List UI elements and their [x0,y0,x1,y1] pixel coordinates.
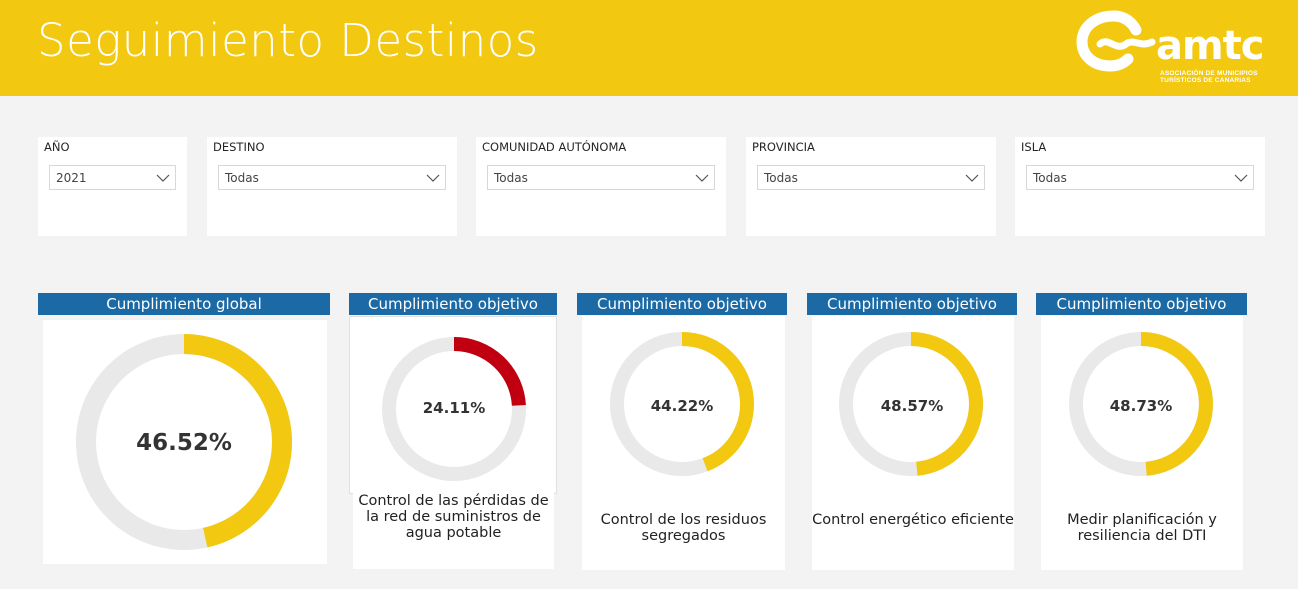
header-bar: Seguimiento Destinos amtc ASOCIACIÓN DE … [0,0,1298,96]
card-2-caption: Control de los residuos segregados [600,512,767,544]
gauge-arc [453,337,526,407]
gauge-1-value: 24.11% [422,399,486,417]
card-global-header: Cumplimiento global [38,293,330,315]
filter-comunidad-value: Todas [494,171,528,185]
logo-subtitle: ASOCIACIÓN DE MUNICIPIOS TURÍSTICOS DE C… [1160,70,1270,84]
gauge-4-value: 48.73% [1109,397,1173,415]
filter-year-label: AÑO [44,140,70,154]
card-global: 46.52% [43,320,327,564]
card-4: 48.73% Medir planificación y resiliencia… [1041,316,1243,570]
filter-provincia-label: PROVINCIA [752,140,815,154]
gauge-4 [1069,332,1213,476]
card-4-header: Cumplimiento objetivo [1036,293,1247,315]
chevron-down-icon [965,174,979,182]
filter-provincia-dropdown[interactable]: Todas [757,165,985,190]
chevron-down-icon [695,174,709,182]
filter-destino-value: Todas [225,171,259,185]
filter-isla: ISLA Todas [1015,137,1265,236]
gauge-1 [382,337,526,481]
gauge-arc [1140,332,1213,476]
logo-subtitle-line2: TURÍSTICOS DE CANARIAS [1160,77,1251,84]
card-3: 48.57% Control energético eficiente [812,316,1014,570]
filter-isla-value: Todas [1033,171,1067,185]
filter-destino-dropdown[interactable]: Todas [218,165,446,190]
amtc-logo-icon [1076,10,1156,72]
filter-year-dropdown[interactable]: 2021 [49,165,176,190]
filter-provincia: PROVINCIA Todas [746,137,996,236]
filter-comunidad-label: COMUNIDAD AUTÓNOMA [482,140,627,154]
card-2: 44.22% Control de los residuos segregado… [582,316,785,570]
card-2-header: Cumplimiento objetivo [577,293,787,315]
gauge-global-value: 46.52% [136,430,232,456]
filter-year-value: 2021 [56,171,87,185]
amtc-logo: amtc ASOCIACIÓN DE MUNICIPIOS TURÍSTICOS… [1074,10,1274,88]
card-1-gauge-frame: 24.11% [349,316,557,494]
chevron-down-icon [156,174,170,182]
card-1-caption-box: Control de las pérdidas de la red de sum… [353,487,554,569]
card-3-header: Cumplimiento objetivo [807,293,1017,315]
gauge-3 [839,332,983,476]
filter-provincia-value: Todas [764,171,798,185]
filter-year: AÑO 2021 [38,137,187,236]
gauge-2 [610,332,754,476]
gauge-3-value: 48.57% [880,397,944,415]
card-4-caption: Medir planificación y resiliencia del DT… [1067,512,1217,544]
card-1-caption: Control de las pérdidas de la red de sum… [358,493,549,541]
gauge-global [76,334,293,550]
gauge-arc [681,332,754,472]
gauge-2-value: 44.22% [650,397,714,415]
filter-isla-dropdown[interactable]: Todas [1026,165,1254,190]
chevron-down-icon [426,174,440,182]
page-title: Seguimiento Destinos [37,14,539,67]
filter-comunidad-dropdown[interactable]: Todas [487,165,715,190]
filter-destino-label: DESTINO [213,140,265,154]
card-3-caption: Control energético eficiente [812,512,1014,528]
gauge-arc [183,334,293,548]
card-1-header: Cumplimiento objetivo [349,293,557,315]
logo-wordmark: amtc [1156,23,1265,69]
logo-subtitle-line1: ASOCIACIÓN DE MUNICIPIOS [1160,70,1258,77]
gauge-arc [910,332,983,476]
filter-isla-label: ISLA [1021,140,1047,154]
filter-comunidad: COMUNIDAD AUTÓNOMA Todas [476,137,726,236]
chevron-down-icon [1234,174,1248,182]
filter-destino: DESTINO Todas [207,137,457,236]
